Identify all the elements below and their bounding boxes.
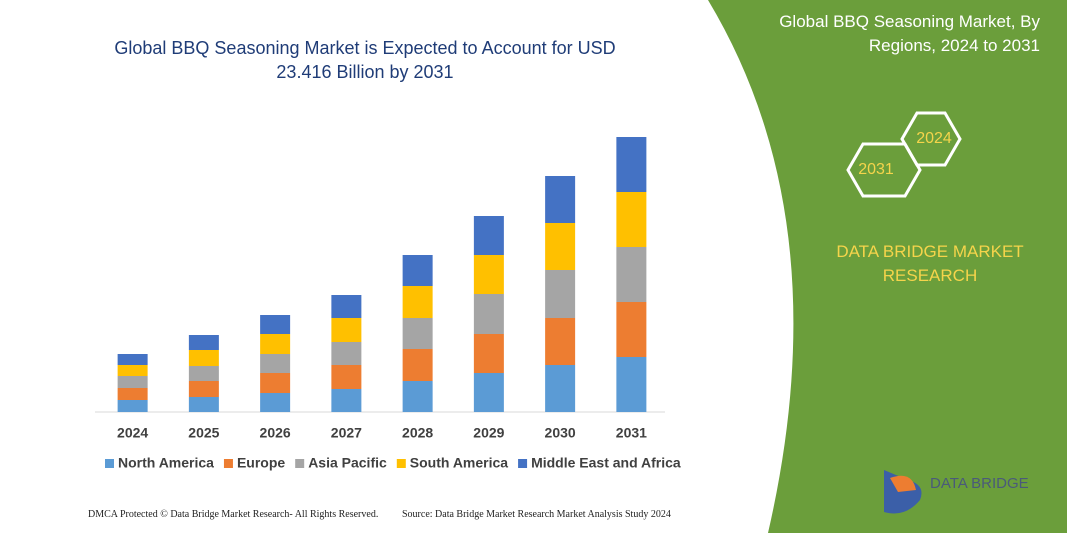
bar-segment xyxy=(188,350,219,366)
legend-swatch xyxy=(105,459,114,468)
bar-segment xyxy=(402,255,433,286)
bar-segment xyxy=(331,342,362,365)
bar-segment xyxy=(545,365,576,412)
footer-left: DMCA Protected © Data Bridge Market Rese… xyxy=(88,509,379,520)
bar-segment xyxy=(616,357,647,412)
bar-segment xyxy=(331,389,362,412)
bar-segment xyxy=(260,373,291,393)
green-panel xyxy=(708,0,1067,533)
bar-segment xyxy=(188,335,219,350)
bar-segment xyxy=(188,397,219,412)
legend-swatch xyxy=(518,459,528,468)
bar-segment xyxy=(117,365,148,376)
bar-segment xyxy=(331,365,362,389)
bar-segment xyxy=(260,334,291,354)
bar-segment xyxy=(473,216,504,255)
bar-segment xyxy=(117,376,148,388)
bar-segment xyxy=(473,255,504,294)
legend-swatch xyxy=(396,459,406,468)
bar-segment xyxy=(402,318,433,349)
logo-mark xyxy=(890,475,916,492)
x-tick-label: 2026 xyxy=(260,425,291,441)
hexagon xyxy=(846,142,922,198)
hex-label: 2031 xyxy=(858,161,894,178)
legend-label: South America xyxy=(410,455,508,471)
bar-segment xyxy=(260,315,291,334)
bar-segment xyxy=(117,388,148,400)
chart-title: Global BBQ Seasoning Market is Expected … xyxy=(114,38,616,82)
bar-segment xyxy=(331,318,362,342)
bar-segment xyxy=(117,354,148,365)
bar-segment xyxy=(188,381,219,397)
bar-segment xyxy=(188,366,219,381)
bar-segment xyxy=(402,349,433,381)
bar-segment xyxy=(545,223,576,270)
bar-segment xyxy=(616,247,647,302)
footer-right: Source: Data Bridge Market Research Mark… xyxy=(402,509,671,520)
x-tick-label: 2030 xyxy=(545,425,576,441)
bar-segment xyxy=(545,318,576,365)
x-tick-label: 2027 xyxy=(331,425,362,441)
bar-segment xyxy=(402,286,433,318)
x-tick-label: 2025 xyxy=(188,425,219,441)
brand: DATA BRIDGE MARKET RESEARCH xyxy=(836,242,1024,285)
logo-text: DATA BRIDGE xyxy=(930,475,1029,492)
bar-segment xyxy=(473,294,504,334)
bar-segment xyxy=(402,381,433,412)
legend-label: Europe xyxy=(237,455,285,471)
bar-segment xyxy=(616,302,647,357)
legend-swatch xyxy=(295,459,305,468)
bar-segment xyxy=(473,373,504,412)
bar-segment xyxy=(545,270,576,318)
bar-segment xyxy=(331,295,362,318)
x-tick-label: 2024 xyxy=(117,425,148,441)
x-tick-label: 2029 xyxy=(473,425,504,441)
panel-title: Global BBQ Seasoning Market, By Regions,… xyxy=(779,12,1040,55)
x-tick-label: 2028 xyxy=(402,425,433,441)
bar-segment xyxy=(616,137,647,192)
legend-label: North America xyxy=(118,455,214,471)
bar-segment xyxy=(473,334,504,373)
bar-segment xyxy=(260,393,291,412)
bar-segment xyxy=(260,354,291,373)
bar-segment xyxy=(616,192,647,247)
bar-segment xyxy=(117,400,148,412)
legend-label: Middle East and Africa xyxy=(531,455,681,471)
hexagon xyxy=(900,111,962,167)
x-tick-label: 2031 xyxy=(616,425,647,441)
bar-segment xyxy=(545,176,576,223)
legend-swatch xyxy=(223,459,233,468)
legend-label: Asia Pacific xyxy=(308,455,387,471)
hex-label: 2024 xyxy=(916,130,952,147)
